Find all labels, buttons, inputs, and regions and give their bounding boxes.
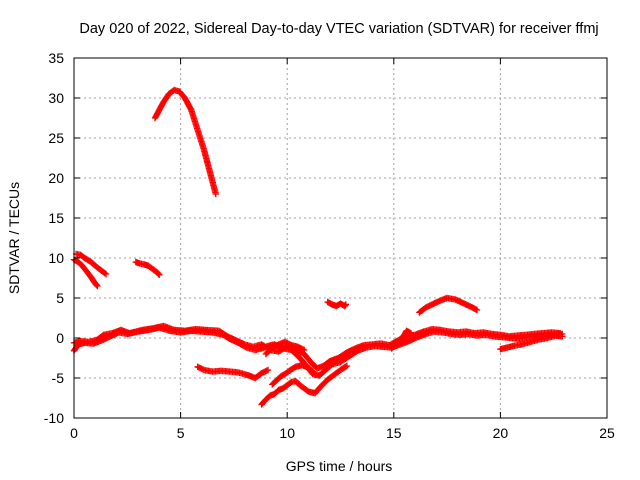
series-arc-hump-10h	[262, 338, 308, 358]
y-tick-label: 10	[48, 250, 64, 266]
data-point	[101, 270, 109, 277]
x-tick-label: 0	[70, 425, 78, 441]
series-arc-ramp-20h	[497, 332, 566, 353]
y-tick-label: 35	[48, 50, 64, 66]
data-point	[559, 333, 566, 340]
series-arc-ramp-15h	[388, 327, 415, 352]
y-tick-label: -10	[44, 410, 64, 426]
x-tick-label: 15	[386, 425, 402, 441]
y-tick-label: 25	[48, 130, 64, 146]
series-arc-3h	[132, 258, 163, 278]
data-point	[473, 306, 481, 314]
y-tick-label: 5	[56, 290, 64, 306]
data-point	[309, 368, 316, 375]
series-arc-low-6h	[194, 363, 272, 382]
data-point	[156, 271, 163, 278]
data-point	[407, 330, 415, 337]
plot-frame	[73, 57, 608, 419]
series-arc-peak	[151, 86, 219, 198]
data-point	[93, 282, 100, 289]
x-tick-label: 20	[493, 425, 509, 441]
series-arc-low-10h	[269, 362, 316, 388]
data-point	[308, 367, 315, 374]
chart-title: Day 020 of 2022, Sidereal Day-to-day VTE…	[79, 21, 598, 37]
data-point	[264, 366, 272, 374]
x-tick-label: 5	[177, 425, 185, 441]
data-point	[212, 190, 219, 198]
plot-area	[70, 86, 566, 408]
axis-ticks: 0 5 10 15 20 25 -10 -5 0 5 10 15 20 25 30 35	[44, 50, 615, 441]
y-tick-label: 20	[48, 170, 64, 186]
data-point	[155, 270, 162, 278]
y-tick-label: -5	[52, 370, 65, 386]
series-arc-17h	[416, 294, 481, 316]
data-point	[342, 301, 350, 308]
series-arc-12h	[324, 298, 350, 310]
data-point	[301, 346, 308, 354]
y-axis-label: SDTVAR / TECUs	[6, 182, 22, 294]
y-tick-label: 30	[48, 90, 64, 106]
y-tick-label: 15	[48, 210, 64, 226]
x-tick-label: 10	[279, 425, 295, 441]
series-arc-early-mid	[70, 256, 101, 290]
y-tick-label: 0	[56, 330, 64, 346]
series-arc-low-9h	[258, 362, 351, 408]
data-point	[343, 362, 351, 370]
x-axis-label: GPS time / hours	[286, 458, 393, 474]
data-point	[102, 270, 110, 278]
x-tick-label: 25	[599, 425, 615, 441]
data-point	[94, 282, 101, 290]
series-arc-early-high	[72, 250, 110, 278]
grid	[74, 58, 607, 418]
data-point	[342, 363, 350, 370]
